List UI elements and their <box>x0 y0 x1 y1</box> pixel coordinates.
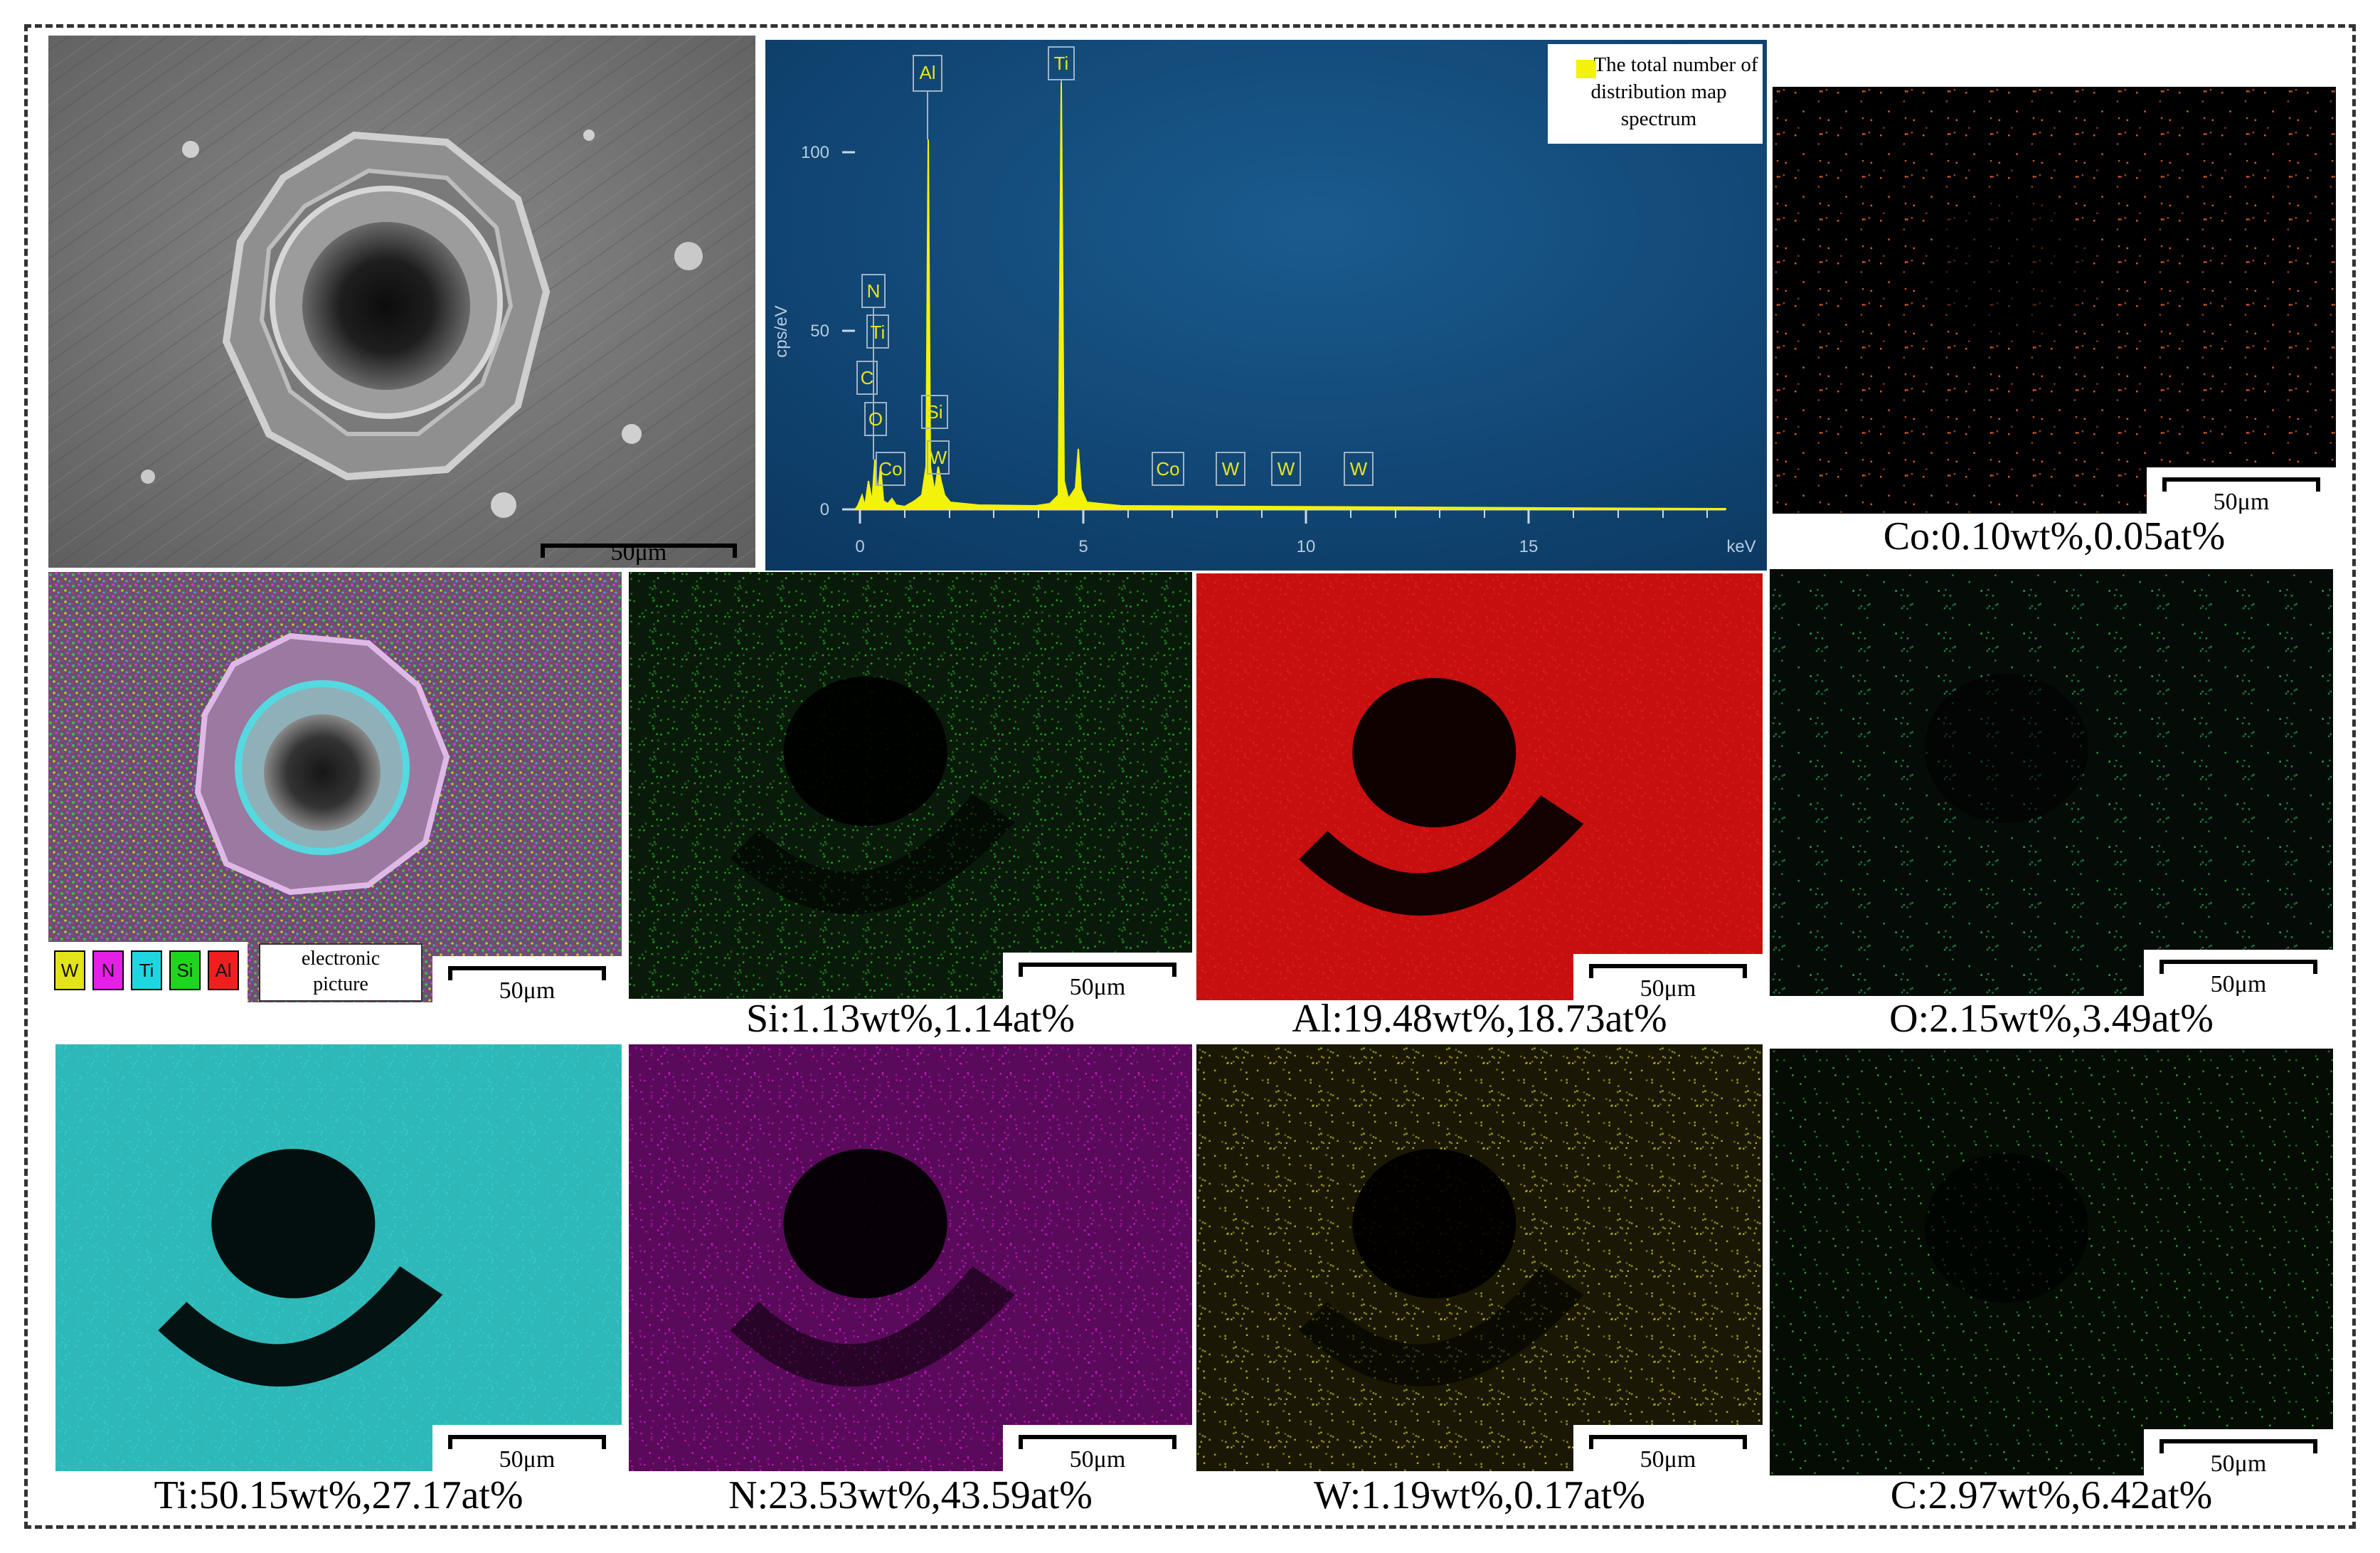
map-al: 50μm <box>1196 573 1763 1000</box>
scale-bar: 50μm <box>432 956 622 1002</box>
spectrum-legend: The total number of distribution map spe… <box>1548 44 1763 144</box>
scale-bar: 50μm <box>2144 1429 2333 1475</box>
peak-label-w-m: W <box>930 447 947 468</box>
caption-o: O:2.15wt%,3.49at% <box>1889 997 2214 1041</box>
element-legend: W N Ti Si Al <box>48 942 248 1002</box>
map-si: 50μm <box>629 572 1192 999</box>
peak-label-co-l: Co <box>878 458 902 479</box>
x-tick-15: 15 <box>1519 537 1539 556</box>
caption-c: C:2.97wt%,6.42at% <box>1890 1473 2213 1517</box>
peak-label-ti: Ti <box>1054 53 1069 74</box>
map-o: 50μm <box>1770 569 2333 996</box>
sem-image: 50μm <box>48 36 755 568</box>
eds-spectrum: 100 50 0 cps/eV 0 5 10 15 keV <box>765 40 1767 571</box>
electronic-picture-label: electronic picture <box>259 943 423 1002</box>
x-tick-0: 0 <box>855 537 864 556</box>
scale-bar: 50μm <box>2147 467 2336 514</box>
x-tick-10: 10 <box>1297 537 1316 556</box>
peak-label-w-2: W <box>1277 458 1295 479</box>
y-tick-0: 0 <box>820 500 829 519</box>
legend-chip-w: W <box>54 950 85 990</box>
caption-co: Co:0.10wt%,0.05at% <box>1883 514 2226 558</box>
peak-label-ti-l: Ti <box>871 322 886 343</box>
peak-label-w-3: W <box>1350 458 1368 479</box>
caption-w: W:1.19wt%,0.17at% <box>1313 1473 1646 1517</box>
peak-label-n: N <box>867 280 881 302</box>
scale-bar: 50μm <box>2144 950 2333 996</box>
map-c: 50μm <box>1770 1049 2333 1475</box>
legend-chip-n: N <box>92 950 124 990</box>
peak-label-w-1: W <box>1222 458 1240 479</box>
scale-bar: 50μm <box>1573 954 1763 1000</box>
caption-al: Al:19.48wt%,18.73at% <box>1292 997 1667 1041</box>
composite-map: W N Ti Si Al electronic picture 50μm <box>48 572 622 1002</box>
map-n: 50μm <box>629 1044 1192 1471</box>
y-tick-50: 50 <box>810 322 829 341</box>
scale-bar: 50μm <box>432 1425 622 1471</box>
caption-ti: Ti:50.15wt%,27.17at% <box>154 1473 524 1517</box>
peak-label-al: Al <box>919 62 935 83</box>
map-ti: 50μm <box>55 1044 622 1471</box>
y-tick-100: 100 <box>801 143 829 162</box>
legend-text: The total number of distribution map spe… <box>1590 53 1758 130</box>
scale-bar: 50μm <box>525 534 753 568</box>
scale-bar: 50μm <box>1003 953 1192 999</box>
peak-label-c: C <box>861 367 874 388</box>
peak-label-o: O <box>868 408 883 430</box>
map-co: 50μm <box>1773 87 2336 514</box>
legend-chip-si: Si <box>169 950 201 990</box>
scale-bar: 50μm <box>1003 1425 1192 1471</box>
legend-chip-al: Al <box>208 950 239 990</box>
legend-swatch <box>1576 60 1596 78</box>
x-tick-5: 5 <box>1078 537 1088 556</box>
peak-label-co-k: Co <box>1156 458 1179 479</box>
map-w: 50μm <box>1196 1044 1763 1471</box>
figure-frame <box>24 24 2356 1529</box>
x-axis-unit: keV <box>1726 537 1755 556</box>
y-axis-label: cps/eV <box>772 305 791 357</box>
legend-chip-ti: Ti <box>131 950 162 990</box>
peak-label-si: Si <box>926 401 942 423</box>
caption-si: Si:1.13wt%,1.14at% <box>746 997 1075 1041</box>
scale-bar: 50μm <box>1573 1425 1763 1471</box>
caption-n: N:23.53wt%,43.59at% <box>728 1473 1093 1517</box>
